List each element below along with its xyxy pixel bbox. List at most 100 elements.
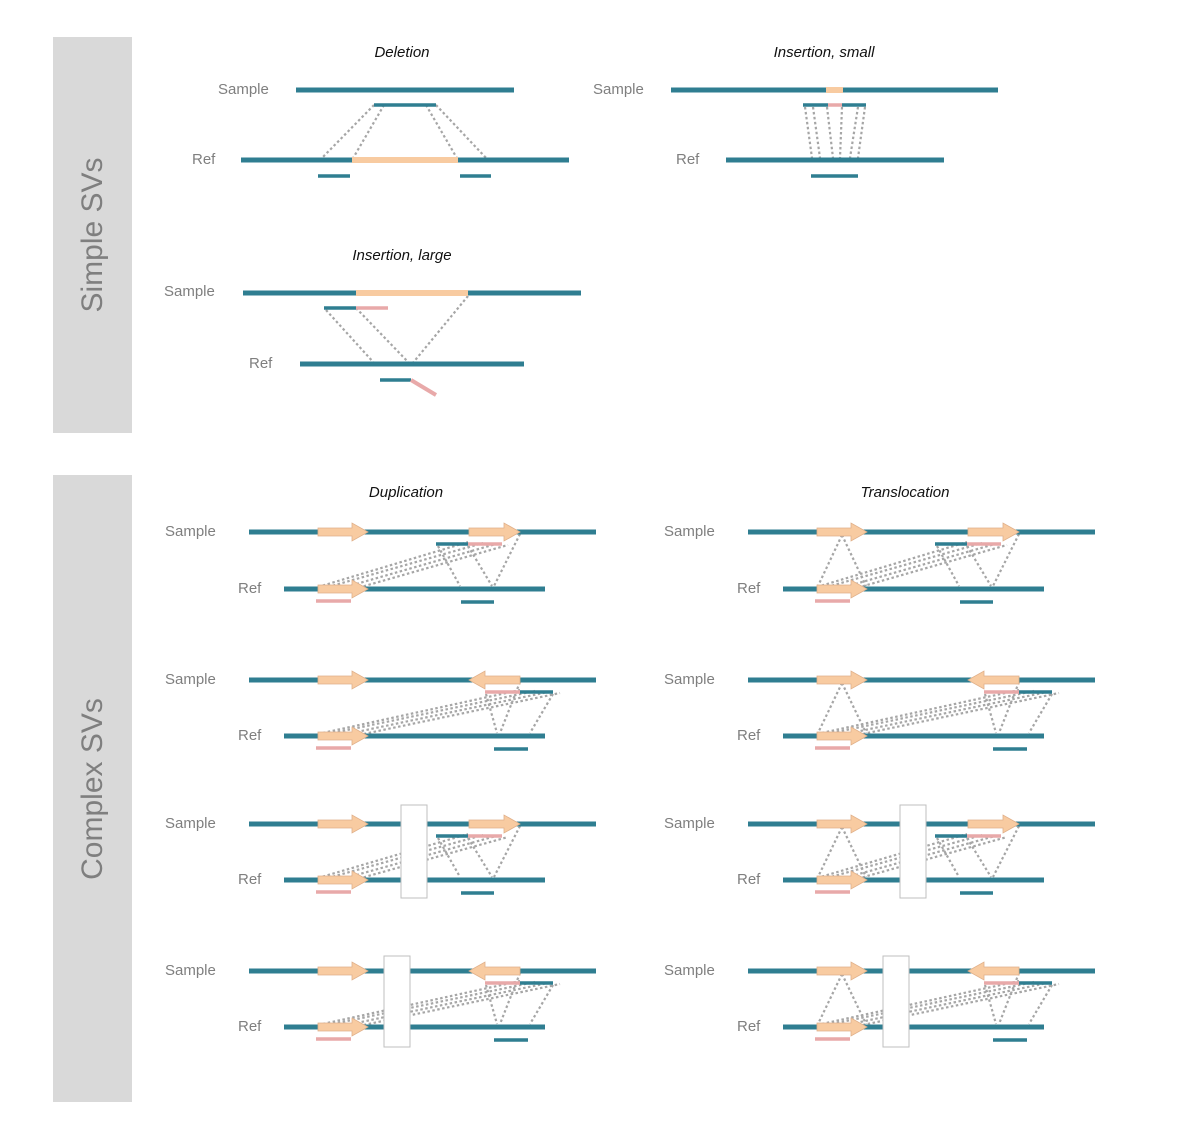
- read-link: [493, 825, 521, 878]
- read-link: [816, 540, 968, 589]
- read-link: [341, 834, 497, 881]
- read-link: [1028, 693, 1053, 734]
- read-link: [437, 837, 461, 878]
- read-link: [817, 682, 843, 734]
- segment-arrow: [816, 522, 868, 542]
- sample-label: Sample: [664, 671, 715, 688]
- read-link: [816, 688, 1020, 736]
- read-link: [817, 973, 843, 1025]
- read-link: [327, 689, 536, 736]
- read-link: [317, 688, 521, 736]
- read-link: [826, 689, 1035, 736]
- read-link: [826, 980, 1035, 1027]
- segment-arrow: [317, 870, 369, 890]
- read-link: [353, 543, 509, 591]
- segment-arrow: [317, 814, 369, 834]
- read-link: [484, 984, 499, 1025]
- segment-arrow: [317, 961, 369, 981]
- read-link: [484, 693, 499, 734]
- sample-label: Sample: [664, 523, 715, 540]
- read-link: [992, 533, 1020, 587]
- sample-label: Sample: [664, 962, 715, 979]
- segment-arrow: [816, 670, 868, 690]
- ref-label: Ref: [238, 727, 262, 744]
- read-link: [317, 540, 469, 589]
- segment-arrow: [468, 961, 521, 981]
- segment-arrow: [317, 522, 369, 542]
- sample-label: Sample: [593, 81, 644, 98]
- deletion-title: Deletion: [374, 44, 429, 61]
- read-link: [852, 691, 1060, 738]
- read-link: [498, 681, 522, 734]
- read-link: [997, 972, 1021, 1025]
- split-read-fragment: [409, 378, 438, 397]
- read-link: [529, 984, 554, 1025]
- read-link: [317, 832, 469, 880]
- read-link: [811, 106, 822, 159]
- segment-arrow: [967, 961, 1020, 981]
- read-link: [992, 825, 1020, 878]
- ref-label: Ref: [676, 151, 700, 168]
- sample-label: Sample: [664, 815, 715, 832]
- segment-arrow: [468, 670, 521, 690]
- read-link: [425, 104, 459, 161]
- insertion-small-title: Insertion, small: [774, 44, 876, 61]
- simple-svs-panel: Simple SVs: [53, 37, 132, 433]
- read-link: [817, 826, 843, 878]
- read-link: [983, 693, 998, 734]
- ref-label: Ref: [238, 1018, 262, 1035]
- read-link: [825, 106, 835, 159]
- read-link: [341, 981, 549, 1028]
- sample-label: Sample: [165, 523, 216, 540]
- read-link: [838, 106, 844, 159]
- bars-layer: [241, 87, 1095, 1042]
- read-link: [493, 533, 521, 587]
- read-link: [327, 541, 484, 589]
- complex-svs-panel: Complex SVs: [53, 475, 132, 1102]
- read-link: [841, 534, 867, 587]
- read-link: [852, 543, 1008, 591]
- read-link: [341, 690, 549, 737]
- read-link: [983, 984, 998, 1025]
- gap-box: [899, 804, 927, 899]
- segment-arrow: [317, 579, 369, 599]
- read-link: [997, 681, 1021, 734]
- read-link: [852, 835, 1008, 882]
- ref-label: Ref: [737, 580, 761, 597]
- text-layer: Deletion Sample Ref Insertion, small Sample R…: [164, 44, 950, 1048]
- ref-label: Ref: [737, 1018, 761, 1035]
- read-link: [841, 973, 867, 1025]
- ref-label: Ref: [249, 355, 273, 372]
- segment-arrow: [468, 522, 521, 542]
- sample-label: Sample: [218, 81, 269, 98]
- sample-label: Sample: [165, 815, 216, 832]
- read-link: [435, 104, 489, 161]
- read-link: [841, 682, 867, 734]
- read-link: [817, 534, 843, 587]
- duplication-title: Duplication: [369, 484, 443, 501]
- read-link: [353, 835, 509, 882]
- read-link: [816, 832, 968, 880]
- sample-label: Sample: [165, 962, 216, 979]
- read-link: [317, 979, 521, 1027]
- segment-arrow: [317, 670, 369, 690]
- segment-arrow: [816, 870, 868, 890]
- segment-arrow: [967, 670, 1020, 690]
- ref-label: Ref: [238, 580, 262, 597]
- ref-label: Ref: [238, 871, 262, 888]
- insertion-large-title: Insertion, large: [352, 247, 451, 264]
- read-link: [355, 307, 411, 365]
- segment-arrow: [816, 579, 868, 599]
- segment-arrow: [816, 1017, 868, 1037]
- read-link: [840, 834, 996, 881]
- ref-label: Ref: [737, 871, 761, 888]
- read-link: [319, 104, 375, 161]
- read-link: [351, 104, 385, 161]
- read-link: [936, 837, 960, 878]
- segment-arrow: [816, 961, 868, 981]
- segment-arrow: [317, 1017, 369, 1037]
- gap-box: [383, 955, 411, 1048]
- translocation-title: Translocation: [861, 484, 950, 501]
